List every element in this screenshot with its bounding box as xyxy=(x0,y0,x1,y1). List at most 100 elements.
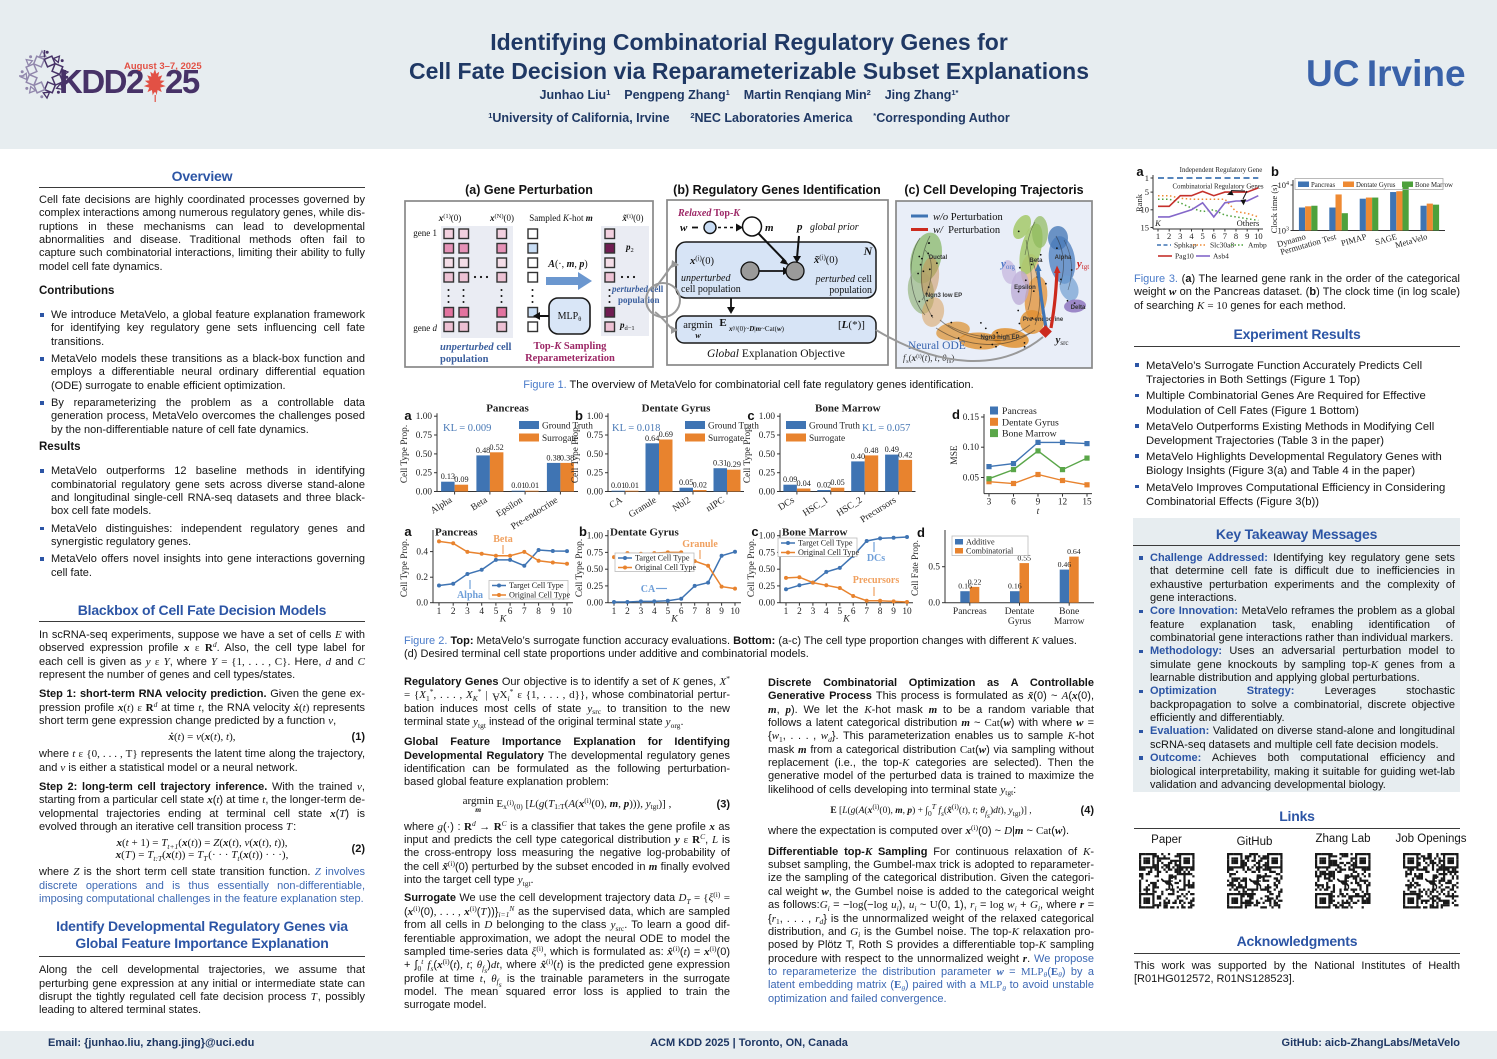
svg-text:w: w xyxy=(695,331,701,340)
svg-text:Sphkap: Sphkap xyxy=(1174,241,1197,250)
svg-text:August 3–7, 2025: August 3–7, 2025 xyxy=(124,61,202,72)
svg-text:10: 10 xyxy=(562,607,572,617)
svg-text:Cell Type Prop.: Cell Type Prop. xyxy=(747,539,757,597)
svg-text:Original Cell Type: Original Cell Type xyxy=(798,548,859,557)
svg-text:7: 7 xyxy=(1223,231,1227,241)
svg-text:0.09: 0.09 xyxy=(454,475,468,484)
svg-text:Cell Type Prop.: Cell Type Prop. xyxy=(575,539,585,597)
svg-text:E: E xyxy=(719,317,726,329)
svg-text:Original Cell Type: Original Cell Type xyxy=(635,563,696,572)
svg-text:Bone Marrow: Bone Marrow xyxy=(815,403,881,415)
svg-text:ysrc: ysrc xyxy=(1053,334,1068,347)
svg-text:b: b xyxy=(575,408,583,423)
svg-text:b: b xyxy=(579,524,587,539)
svg-text:d: d xyxy=(917,525,925,540)
svg-text:Additive: Additive xyxy=(966,538,995,547)
svg-text:8: 8 xyxy=(706,607,711,617)
svg-text:Relaxed Top-K: Relaxed Top-K xyxy=(677,208,741,219)
svg-text:0.46: 0.46 xyxy=(1058,560,1072,569)
svg-text:0.00: 0.00 xyxy=(759,599,776,609)
svg-text:x̃(i)(0): x̃(i)(0) xyxy=(813,254,839,267)
svg-text:K: K xyxy=(670,614,678,625)
svg-text:(c) Cell Developing Trajectori: (c) Cell Developing Trajectoris xyxy=(904,183,1083,197)
svg-text:2: 2 xyxy=(451,607,456,617)
svg-text:Pancreas: Pancreas xyxy=(435,527,478,539)
svg-text:Alpha: Alpha xyxy=(429,495,455,516)
svg-text:Ngn3 high EP: Ngn3 high EP xyxy=(981,335,1020,341)
svg-text:5: 5 xyxy=(665,607,670,617)
svg-text:104: 104 xyxy=(1278,180,1290,190)
svg-text:m: m xyxy=(765,222,774,234)
svg-text:9: 9 xyxy=(550,607,555,617)
svg-text:p: p xyxy=(796,221,803,233)
svg-text:0.4: 0.4 xyxy=(416,548,428,558)
svg-text:3: 3 xyxy=(987,498,992,508)
svg-text:Cell Fate Prop.: Cell Fate Prop. xyxy=(911,540,921,596)
svg-text:0.75: 0.75 xyxy=(759,431,776,441)
svg-text:1.00: 1.00 xyxy=(587,412,604,422)
svg-text:0.09: 0.09 xyxy=(783,475,797,484)
svg-text:(b) Regulatory Genes Identific: (b) Regulatory Genes Identification xyxy=(673,183,881,197)
svg-text:1: 1 xyxy=(612,607,617,617)
svg-text:a: a xyxy=(404,524,412,539)
svg-text:Pancreas: Pancreas xyxy=(1002,406,1037,417)
svg-text:0.75: 0.75 xyxy=(416,431,433,441)
svg-text:global prior: global prior xyxy=(810,222,859,233)
svg-text:0.22: 0.22 xyxy=(968,577,982,586)
svg-text:0.01: 0.01 xyxy=(611,481,625,490)
svg-text:K: K xyxy=(1154,218,1162,228)
svg-text:Sampled K-hot m: Sampled K-hot m xyxy=(529,213,593,223)
svg-text:0.01: 0.01 xyxy=(525,481,539,490)
svg-text:10: 10 xyxy=(730,607,740,617)
svg-text:2: 2 xyxy=(625,607,630,617)
svg-text:Cell Type Prop.: Cell Type Prop. xyxy=(400,425,410,483)
svg-text:0.16: 0.16 xyxy=(1008,582,1022,591)
svg-text:HSC_1: HSC_1 xyxy=(801,495,830,518)
svg-text:c: c xyxy=(747,408,754,423)
svg-text:Slc30a8: Slc30a8 xyxy=(1210,241,1234,250)
svg-text:Alpha: Alpha xyxy=(1055,255,1072,261)
svg-text:Target Cell Type: Target Cell Type xyxy=(798,539,853,548)
svg-text:10: 10 xyxy=(902,607,912,617)
svg-text:argmin: argmin xyxy=(683,320,713,331)
svg-text:t: t xyxy=(1037,507,1040,517)
svg-text:A(·, m, p): A(·, m, p) xyxy=(547,259,587,270)
svg-text:0.01: 0.01 xyxy=(625,481,639,490)
svg-text:Top-K Sampling: Top-K Sampling xyxy=(534,341,608,352)
svg-text:1: 1 xyxy=(1156,231,1160,241)
svg-text:4: 4 xyxy=(652,607,657,617)
svg-text:0.75: 0.75 xyxy=(587,431,604,441)
svg-text:4: 4 xyxy=(479,607,484,617)
svg-text:Reparameterization: Reparameterization xyxy=(525,353,615,364)
svg-text:b: b xyxy=(1271,164,1279,179)
svg-text:0.55: 0.55 xyxy=(1017,554,1031,563)
svg-text:4: 4 xyxy=(1189,231,1194,241)
svg-text:0.40: 0.40 xyxy=(851,452,865,461)
svg-text:9: 9 xyxy=(1245,231,1249,241)
svg-text:Ground Truth: Ground Truth xyxy=(809,422,860,432)
svg-text:0.05: 0.05 xyxy=(679,478,693,487)
svg-text:Nbl2: Nbl2 xyxy=(671,495,693,514)
svg-text:10: 10 xyxy=(1254,231,1263,241)
svg-text:0.50: 0.50 xyxy=(759,450,776,460)
svg-text:Pancreas: Pancreas xyxy=(953,607,987,617)
svg-text:0.38: 0.38 xyxy=(560,453,574,462)
svg-text:x̃(i)(0): x̃(i)(0) xyxy=(621,213,643,223)
svg-text:0.00: 0.00 xyxy=(416,488,433,498)
svg-text:0.02: 0.02 xyxy=(817,481,831,490)
svg-text:0.75: 0.75 xyxy=(759,548,776,558)
svg-text:0.69: 0.69 xyxy=(659,430,673,439)
svg-text:3: 3 xyxy=(639,607,644,617)
svg-text:1.00: 1.00 xyxy=(587,532,604,542)
svg-text:5: 5 xyxy=(1145,187,1149,197)
svg-text:Beta: Beta xyxy=(1029,258,1043,264)
svg-text:Bone Marrow: Bone Marrow xyxy=(782,527,848,539)
svg-text:8: 8 xyxy=(536,607,541,617)
svg-text:3: 3 xyxy=(1178,231,1182,241)
svg-text:0.64: 0.64 xyxy=(1067,547,1081,556)
svg-text:Pancreas: Pancreas xyxy=(486,403,529,415)
svg-text:0.04: 0.04 xyxy=(797,479,811,488)
svg-text:7: 7 xyxy=(522,607,527,617)
svg-text:15: 15 xyxy=(1082,498,1092,508)
svg-text:Surrogate: Surrogate xyxy=(708,434,744,444)
